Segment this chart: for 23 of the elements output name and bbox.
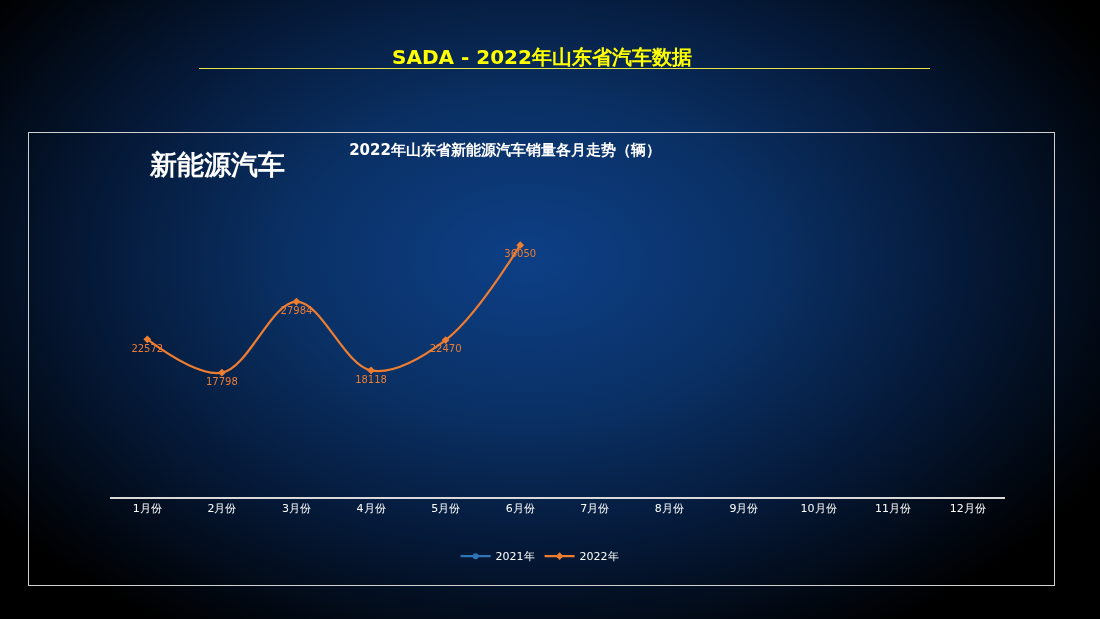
x-tick-label: 3月份 xyxy=(281,501,311,515)
x-tick-label: 4月份 xyxy=(356,501,386,515)
x-tick-label: 9月份 xyxy=(729,501,759,515)
text: 新能源汽车 xyxy=(150,148,285,182)
x-tick-label: 10月份 xyxy=(800,501,837,515)
point xyxy=(217,368,226,377)
data-label: 17798 xyxy=(205,375,238,387)
x-tick-label: 6月份 xyxy=(505,501,535,515)
data-label: 18118 xyxy=(355,373,387,385)
x-tick-label: 7月份 xyxy=(580,501,610,515)
text: SADA - 2022年山东省汽车数据 xyxy=(392,45,692,69)
x-tick-label: 8月份 xyxy=(654,501,684,515)
point xyxy=(367,366,375,375)
point xyxy=(441,336,450,344)
chart-title: 2022年山东省新能源汽车销量各月走势（辆） xyxy=(349,141,661,160)
x-tick-label: 12月份 xyxy=(949,501,986,515)
legend-label: 2022年 xyxy=(579,550,619,564)
x-tick-label: 2月份 xyxy=(207,501,237,515)
x-tick-label: 11月份 xyxy=(875,501,912,515)
point xyxy=(143,335,152,344)
legend-label: 2021年 xyxy=(495,550,535,564)
x-tick-label: 5月份 xyxy=(431,501,461,515)
x-tick-label: 1月份 xyxy=(132,501,162,515)
